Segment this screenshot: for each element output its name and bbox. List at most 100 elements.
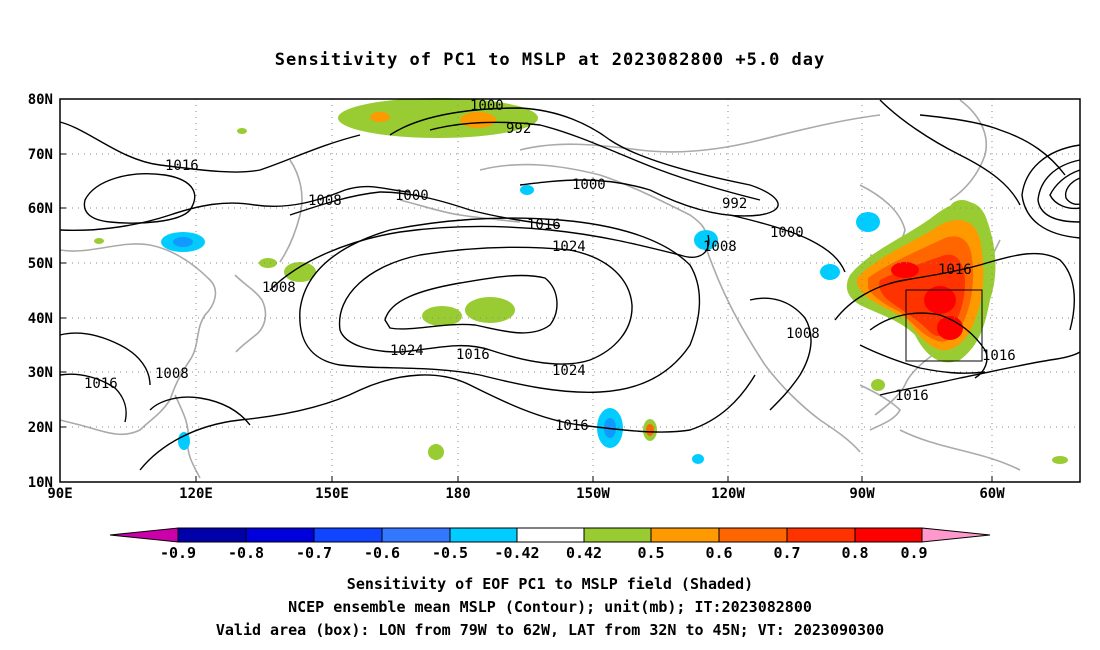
positive-region-east-coast-max-3 xyxy=(891,262,919,278)
longitude-labels: 90E 120E 150E 180 150W 120W 90W 60W xyxy=(47,486,1005,502)
negative-region-bering xyxy=(520,185,534,195)
contour-1008-se-asia xyxy=(149,396,251,426)
colorbar-cell xyxy=(381,527,451,543)
colorbar-high-triangle xyxy=(921,527,991,543)
colorbar-cell xyxy=(786,527,856,543)
contour-1008-arctic-e xyxy=(879,99,1021,206)
contour-1016-asia xyxy=(59,121,361,173)
contour-1016-south xyxy=(139,374,756,471)
contour-1000-na xyxy=(729,214,846,273)
colorbar-cell xyxy=(854,527,923,543)
contour-low-atlantic-4 xyxy=(1021,144,1081,239)
contour-label: 1016 xyxy=(165,158,199,174)
positive-region-east-coast-max xyxy=(924,286,956,314)
contour-1000-aleutian xyxy=(289,191,561,227)
colorbar-labels: -0.9 -0.8 -0.7 -0.6 -0.5 -0.42 0.42 0.5 … xyxy=(160,544,928,562)
lon-label: 150W xyxy=(576,486,610,502)
colorbar-cell xyxy=(177,527,247,543)
lat-label: 40N xyxy=(28,311,53,327)
colorbar-cell xyxy=(313,527,383,543)
contour-label: 1016 xyxy=(555,418,589,434)
lat-label: 10N xyxy=(28,475,53,491)
contour-label: 1024 xyxy=(552,363,586,379)
contour-1016-asia-loop xyxy=(83,173,196,224)
lat-label: 20N xyxy=(28,420,53,436)
lon-label: 60W xyxy=(979,486,1005,502)
positive-region-japan-2 xyxy=(259,258,277,268)
tick-marks xyxy=(60,98,993,483)
lon-label: 120E xyxy=(179,486,213,502)
lat-label: 70N xyxy=(28,147,53,163)
contour-label: 1008 xyxy=(703,239,737,255)
contour-low-atlantic-1 xyxy=(1049,169,1081,210)
contour-label: 1016 xyxy=(895,388,929,404)
caption-line-2: NCEP ensemble mean MSLP (Contour); unit(… xyxy=(288,598,812,616)
lat-label: 30N xyxy=(28,365,53,381)
contour-label: 1000 xyxy=(572,177,606,193)
coast-asia-east xyxy=(59,243,217,436)
contour-1016-atlantic xyxy=(879,351,1081,396)
colorbar-label: 0.42 xyxy=(566,544,602,562)
negative-region-philippine xyxy=(178,432,190,450)
contour-label: 1000 xyxy=(770,225,804,241)
contour-992-atlantic xyxy=(919,114,1066,176)
contour-label: 1016 xyxy=(938,262,972,278)
negative-region-gulf-alaska xyxy=(694,230,718,250)
contour-1024-pacific xyxy=(338,246,633,365)
colorbar-cell xyxy=(516,527,585,543)
lat-label: 50N xyxy=(28,256,53,272)
contour-label: 1016 xyxy=(982,348,1016,364)
colorbar xyxy=(109,527,991,543)
contour-label: 992 xyxy=(506,121,531,137)
lon-label: 90W xyxy=(849,486,875,502)
colorbar-label: -0.8 xyxy=(228,544,264,562)
colorbar-label: -0.9 xyxy=(160,544,196,562)
contour-label: 1024 xyxy=(390,343,424,359)
coast-aleutians xyxy=(399,199,521,223)
positive-region-pacific-2 xyxy=(422,306,462,326)
positive-region-tropical xyxy=(428,444,444,460)
coast-kamchatka xyxy=(279,159,303,263)
contour-label: 1016 xyxy=(456,347,490,363)
map-frame xyxy=(59,98,1081,483)
positive-region-asia xyxy=(94,238,104,244)
coast-caribbean xyxy=(899,429,1021,471)
contour-1016-outer xyxy=(299,217,701,393)
contour-1008-west xyxy=(59,332,151,386)
positive-region-arctic-core-2 xyxy=(370,112,390,122)
gridlines xyxy=(60,99,1080,482)
contour-label: 1008 xyxy=(786,326,820,342)
contour-low-atlantic-3 xyxy=(1037,159,1081,223)
valid-area-box xyxy=(905,289,983,362)
contour-label: 1000 xyxy=(470,98,504,114)
chart-title: Sensitivity of PC1 to MSLP at 2023082800… xyxy=(274,50,826,70)
colorbar-label: -0.7 xyxy=(296,544,332,562)
contour-1016-pacific xyxy=(269,225,710,291)
colorbar-label: 0.8 xyxy=(841,544,868,562)
colorbar-cell xyxy=(245,527,315,543)
contour-labels: 1000 992 1016 1008 1000 1000 992 1016 10… xyxy=(84,98,1016,434)
colorbar-label: 0.6 xyxy=(705,544,732,562)
colorbar-cell xyxy=(449,527,518,543)
positive-region-hawaii-core xyxy=(646,424,654,436)
lat-label: 80N xyxy=(28,92,53,108)
coast-japan xyxy=(234,274,267,353)
contour-1000-arctic xyxy=(389,107,779,217)
contour-label: 1024 xyxy=(552,239,586,255)
colorbar-low-triangle xyxy=(109,527,179,543)
positive-region-arctic xyxy=(338,98,538,138)
sensitivity-shading xyxy=(94,98,1068,464)
colorbar-cell xyxy=(583,527,652,543)
coast-alaska xyxy=(479,163,708,246)
contour-1016-west xyxy=(59,373,127,423)
lon-label: 180 xyxy=(445,486,470,502)
caption-line-3: Valid area (box): LON from 79W to 62W, L… xyxy=(215,621,885,639)
positive-region-arctic-core xyxy=(460,112,496,128)
contour-label: 1008 xyxy=(155,366,189,382)
contour-label: 992 xyxy=(722,196,747,212)
contour-label: 1016 xyxy=(527,217,561,233)
negative-region-canada xyxy=(820,264,840,280)
coast-na-west xyxy=(704,244,861,453)
colorbar-label: 0.7 xyxy=(773,544,800,562)
